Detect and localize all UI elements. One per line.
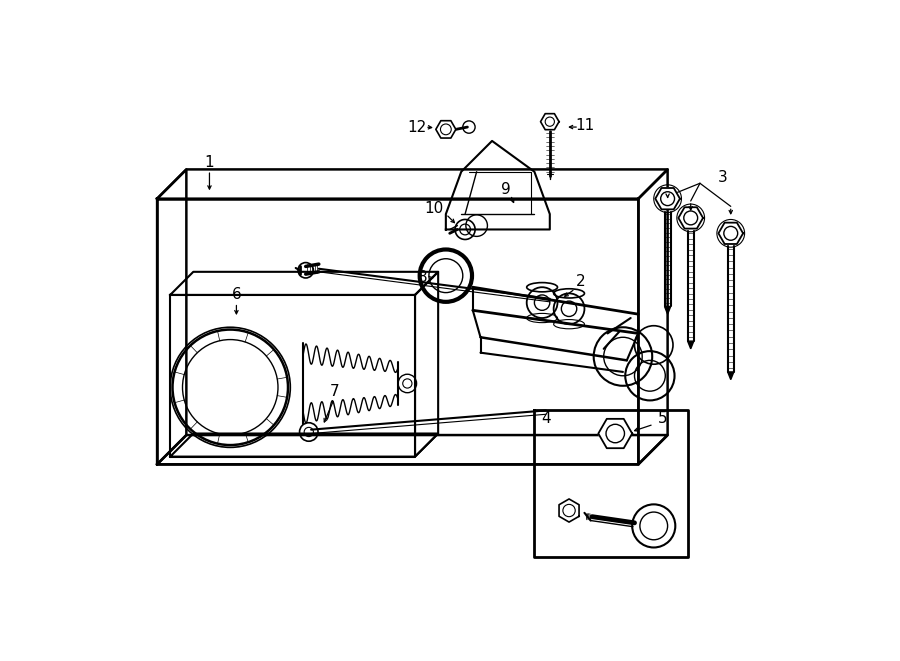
Text: 2: 2 [576, 274, 585, 290]
Polygon shape [655, 188, 680, 210]
Text: 12: 12 [408, 120, 427, 135]
Text: 11: 11 [575, 118, 594, 133]
Text: 6: 6 [231, 288, 241, 303]
Text: 7: 7 [329, 383, 339, 399]
Polygon shape [718, 223, 743, 244]
Polygon shape [679, 208, 703, 229]
Polygon shape [541, 114, 559, 130]
Polygon shape [664, 307, 670, 314]
Text: 8: 8 [418, 270, 428, 286]
Text: 3: 3 [718, 171, 728, 185]
Text: 9: 9 [501, 182, 511, 197]
Text: 1: 1 [204, 155, 214, 170]
Polygon shape [728, 372, 733, 379]
Polygon shape [688, 341, 694, 349]
Polygon shape [436, 121, 456, 138]
Text: 10: 10 [425, 201, 444, 216]
Text: 4: 4 [541, 410, 551, 426]
Ellipse shape [554, 289, 584, 298]
Polygon shape [559, 499, 579, 522]
Ellipse shape [526, 283, 557, 292]
Text: 5: 5 [658, 410, 668, 426]
Polygon shape [598, 419, 632, 448]
